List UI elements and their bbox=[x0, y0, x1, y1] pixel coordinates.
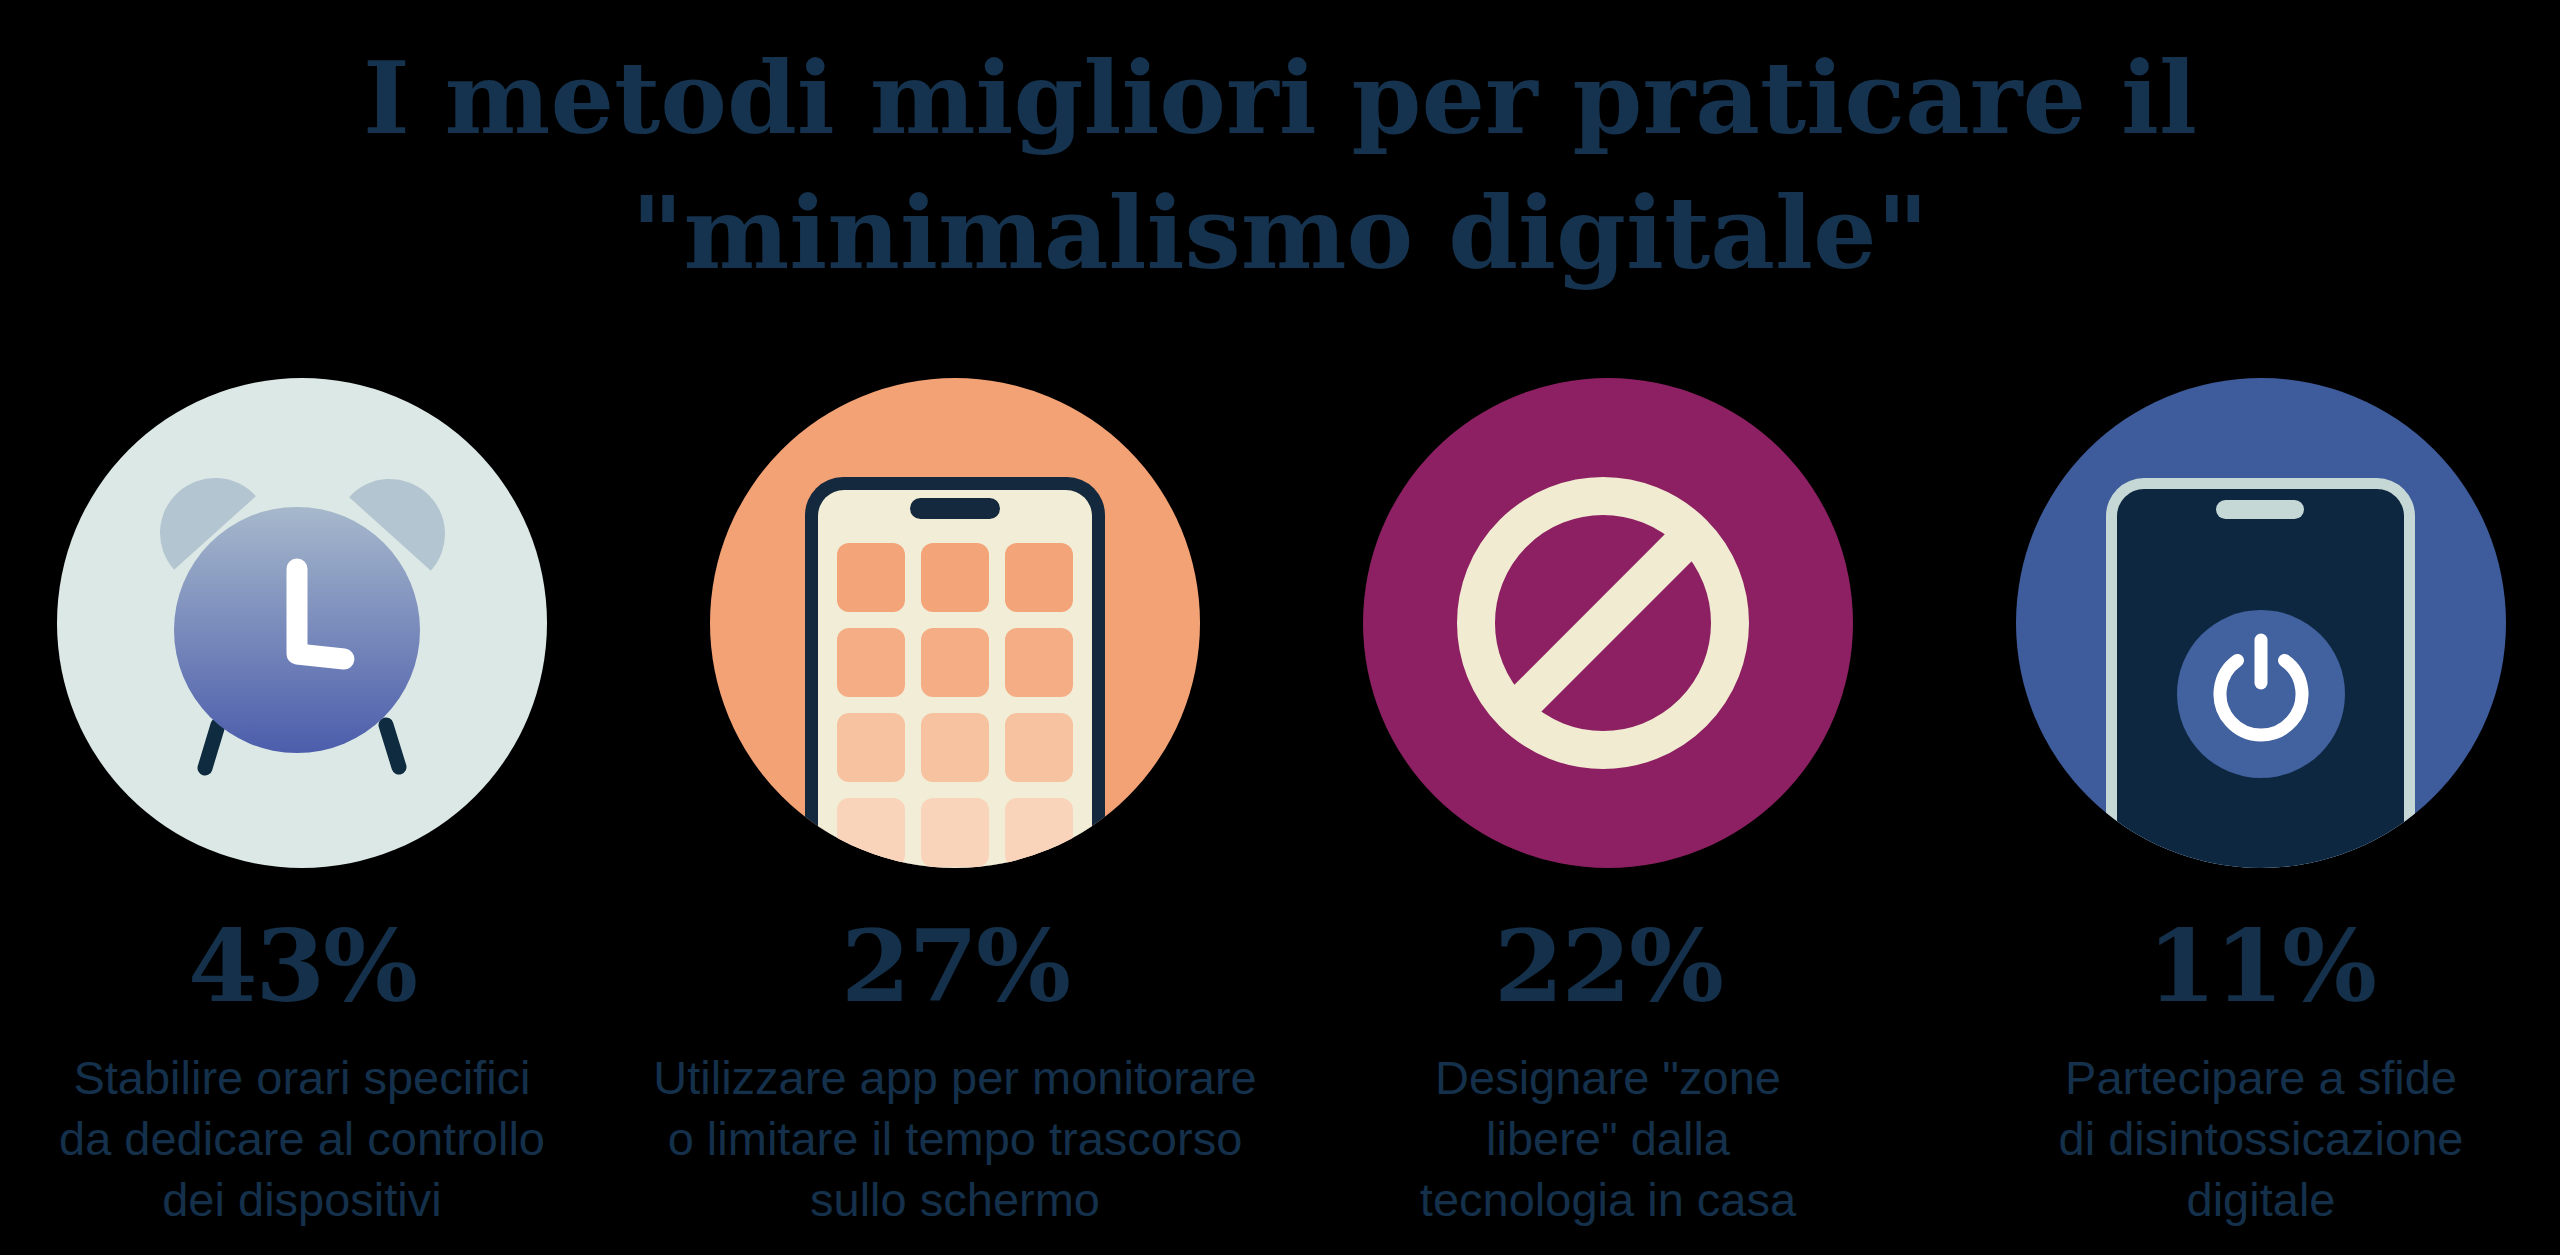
percent-value: 27% bbox=[625, 916, 1285, 1016]
method-column-4: 11% Partecipare a sfide di disintossicaz… bbox=[1931, 0, 2560, 1255]
phone-power-icon bbox=[2016, 378, 2506, 868]
infographic: { "title": { "line1": "I metodi migliori… bbox=[0, 0, 2560, 1255]
percent-value: 43% bbox=[0, 916, 632, 1016]
alarm-clock-icon bbox=[57, 378, 547, 868]
method-caption: Stabilire orari specifici da dedicare al… bbox=[0, 1047, 632, 1230]
prohibition-sign-icon bbox=[1363, 378, 1853, 868]
method-caption: Utilizzare app per monitorare o limitare… bbox=[625, 1047, 1285, 1230]
method-column-1: 43% Stabilire orari specifici da dedicar… bbox=[0, 0, 632, 1255]
method-caption: Designare "zone libere" dalla tecnologia… bbox=[1278, 1047, 1938, 1230]
smartphone-app-grid-icon bbox=[710, 378, 1200, 868]
percent-value: 11% bbox=[1931, 916, 2560, 1016]
percent-value: 22% bbox=[1278, 916, 1938, 1016]
method-column-2: 27% Utilizzare app per monitorare o limi… bbox=[625, 0, 1285, 1255]
method-column-3: 22% Designare "zone libere" dalla tecnol… bbox=[1278, 0, 1938, 1255]
method-caption: Partecipare a sfide di disintossicazione… bbox=[1931, 1047, 2560, 1230]
